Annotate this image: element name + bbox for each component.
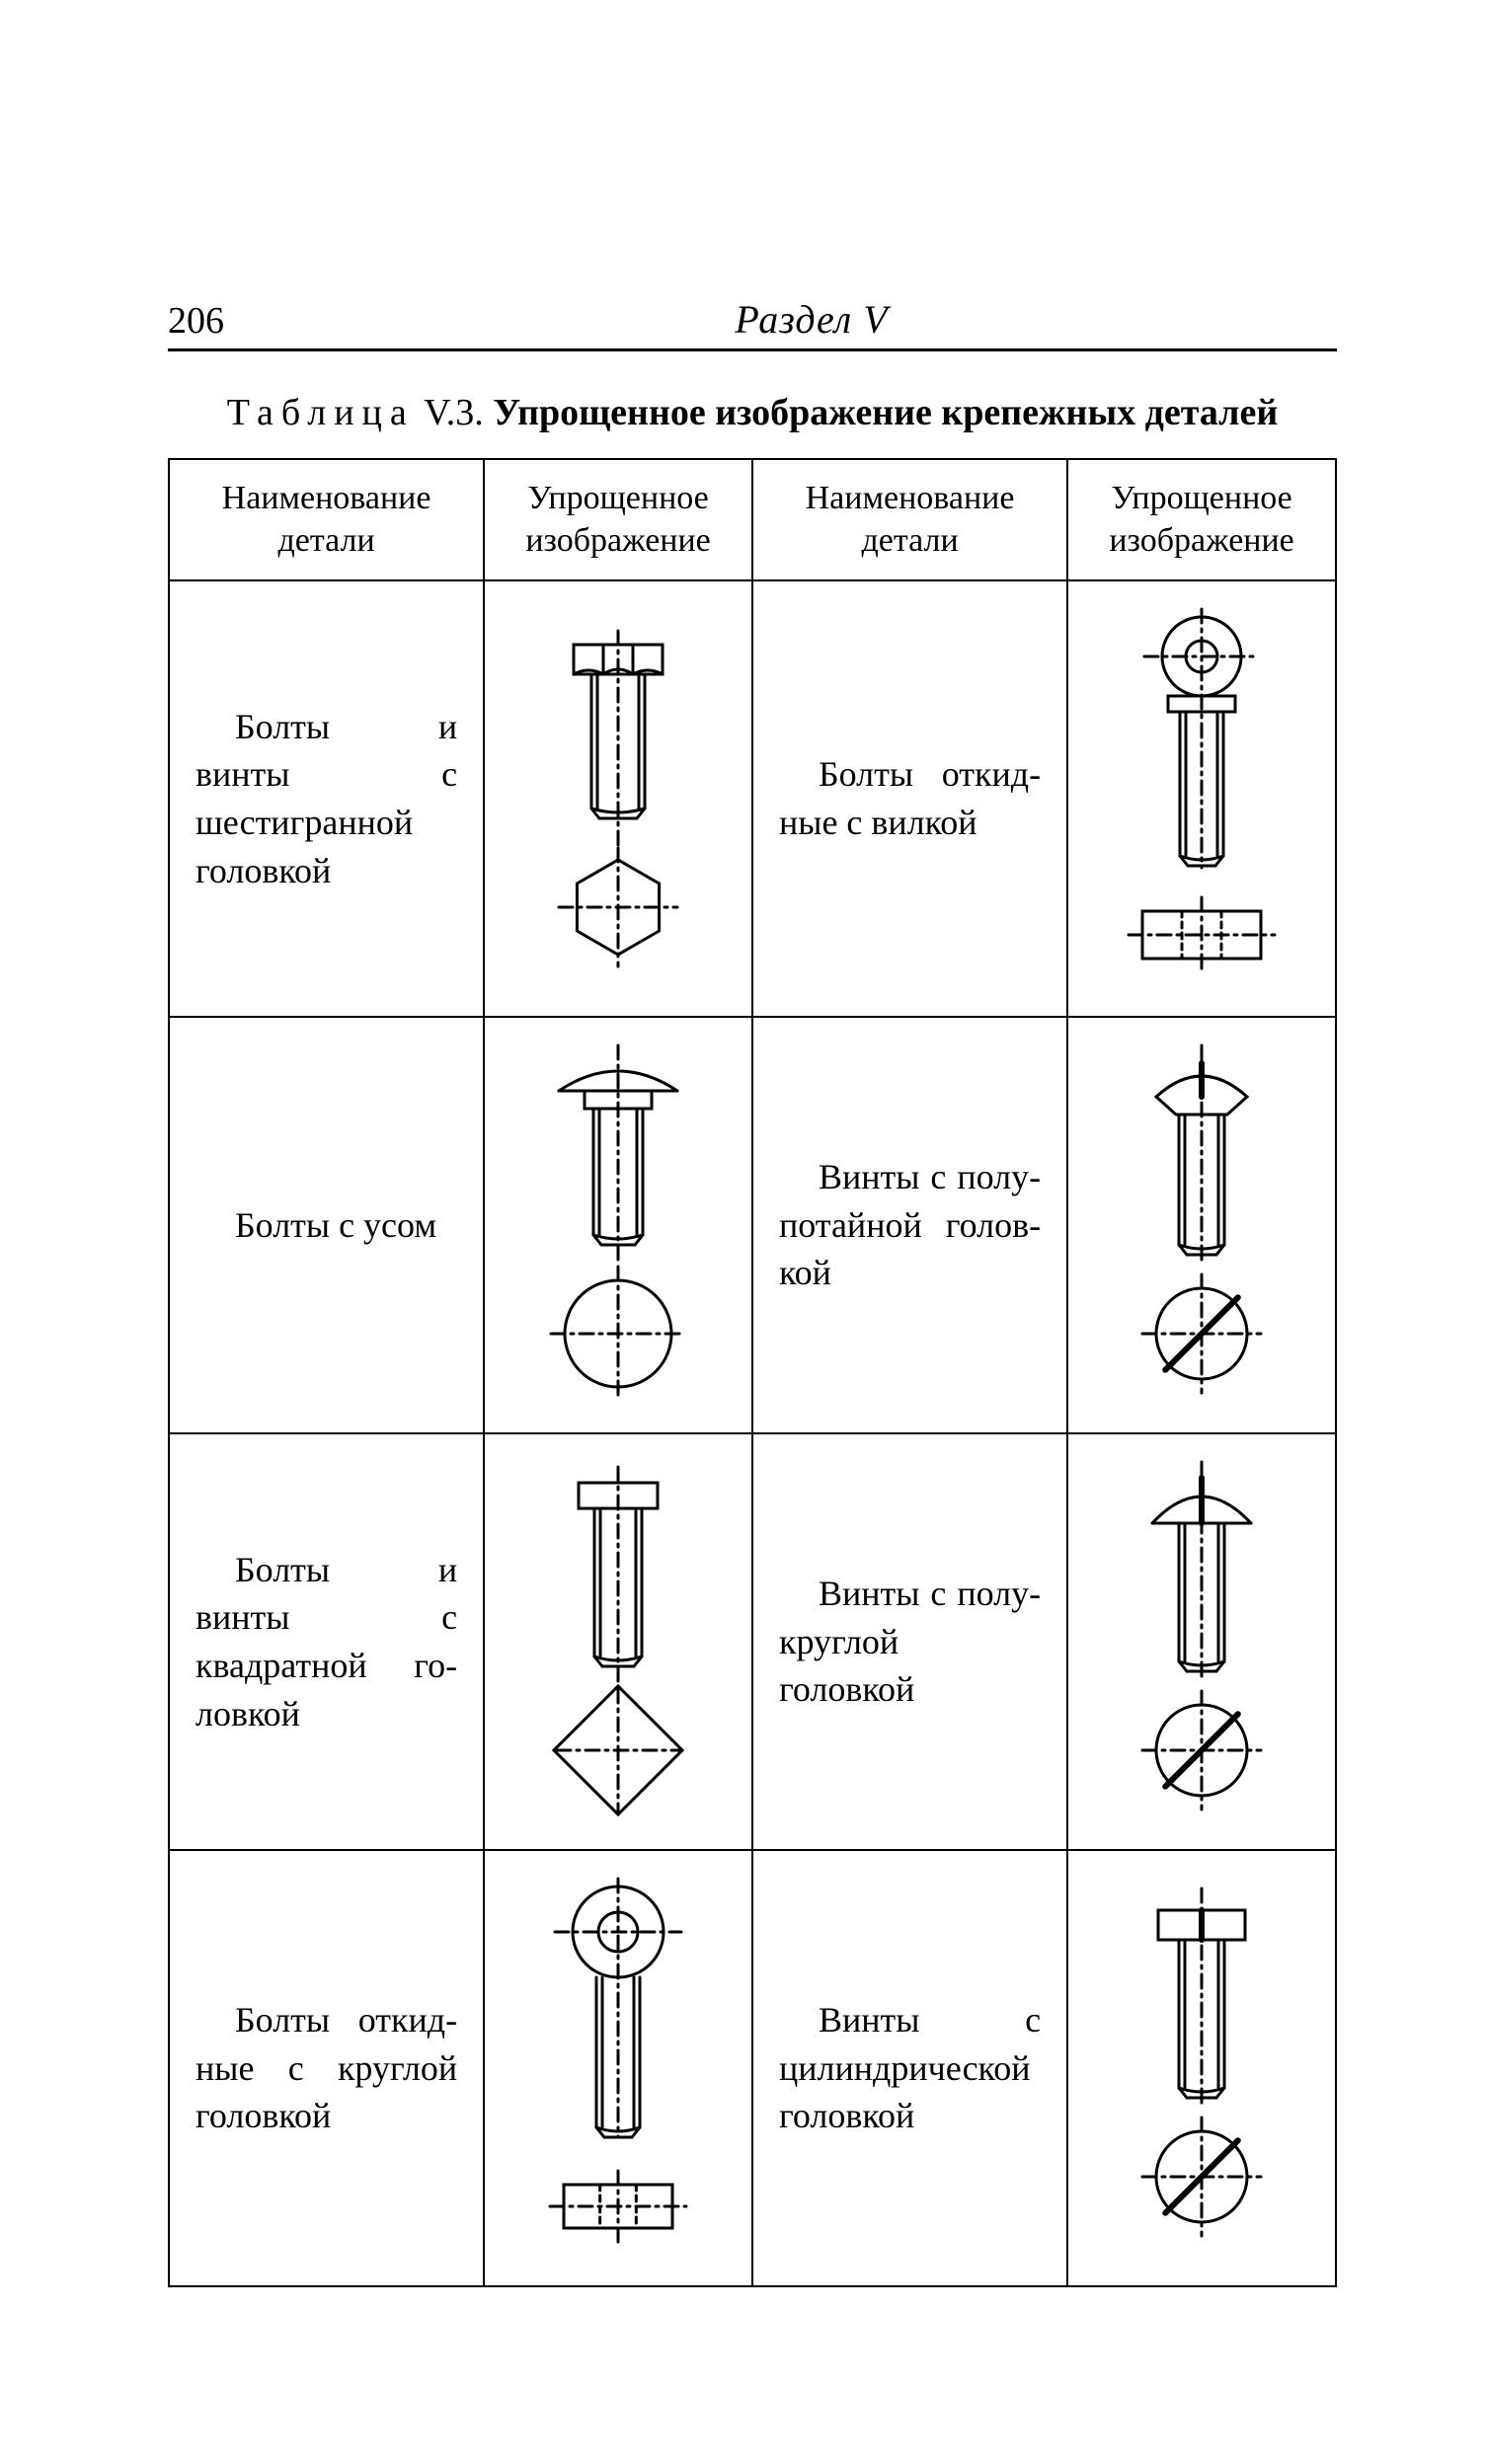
table-row: Болты с усом Винты с полу­потайной голов…	[169, 1017, 1336, 1433]
name-cell-left: Болты с усом	[169, 1017, 484, 1433]
figure-cell-right	[1067, 580, 1336, 1017]
figure-cell-left	[484, 1433, 752, 1850]
name-cell-left: Болты и винты с квадратной го­ловкой	[169, 1433, 484, 1850]
name-cell-left: Болты откид­ные с круглой головкой	[169, 1850, 484, 2286]
running-head: 206 Раздел V	[168, 296, 1337, 351]
th-name-right: Наименование детали	[752, 459, 1067, 580]
part-name: Болты откид­ные с вилкой	[779, 750, 1041, 846]
name-cell-right: Болты откид­ные с вилкой	[752, 580, 1067, 1017]
part-name: Винты с полу­потайной голов­кой	[779, 1153, 1041, 1297]
part-name: Болты и винты с шестигранной головкой	[195, 703, 457, 894]
part-name: Болты и винты с квадратной го­ловкой	[195, 1546, 457, 1737]
fastener-table: Наименование детали Упрощенное изображен…	[168, 458, 1337, 2287]
th-fig-left: Упрощенное изображение	[484, 459, 752, 580]
name-cell-right: Винты с цилин­дрической голов­кой	[752, 1850, 1067, 2286]
part-name: Винты с цилин­дрической голов­кой	[779, 1996, 1041, 2140]
part-name: Винты с полу­круглой головкой	[779, 1570, 1041, 1714]
caption-number: V.3.	[424, 392, 484, 433]
name-cell-left: Болты и винты с шестигранной головкой	[169, 580, 484, 1017]
figure-cell-left	[484, 1850, 752, 2286]
caption-prefix: Таблица	[227, 392, 415, 433]
figure-cell-right	[1067, 1017, 1336, 1433]
th-name-left: Наименование детали	[169, 459, 484, 580]
page-number: 206	[168, 299, 286, 343]
figure-cell-left	[484, 580, 752, 1017]
table-caption: Таблица V.3. Упрощенное изображение креп…	[168, 391, 1337, 434]
name-cell-right: Винты с полу­круглой головкой	[752, 1433, 1067, 1850]
figure-cell-right	[1067, 1433, 1336, 1850]
section-title: Раздел V	[286, 296, 1337, 343]
table-header-row: Наименование детали Упрощенное изображен…	[169, 459, 1336, 580]
table-row: Болты откид­ные с круглой головкой Винты…	[169, 1850, 1336, 2286]
table-row: Болты и винты с шестигранной головкой Бо…	[169, 580, 1336, 1017]
th-fig-right: Упрощенное изображение	[1067, 459, 1336, 580]
figure-cell-right	[1067, 1850, 1336, 2286]
caption-title: Упрощенное изображение крепежных деталей	[493, 392, 1278, 433]
part-name: Болты откид­ные с круглой головкой	[195, 1996, 457, 2140]
figure-cell-left	[484, 1017, 752, 1433]
name-cell-right: Винты с полу­потайной голов­кой	[752, 1017, 1067, 1433]
part-name: Болты с усом	[195, 1201, 457, 1250]
page: 206 Раздел V Таблица V.3. Упрощенное изо…	[0, 0, 1485, 2464]
table-row: Болты и винты с квадратной го­ловкой Вин…	[169, 1433, 1336, 1850]
